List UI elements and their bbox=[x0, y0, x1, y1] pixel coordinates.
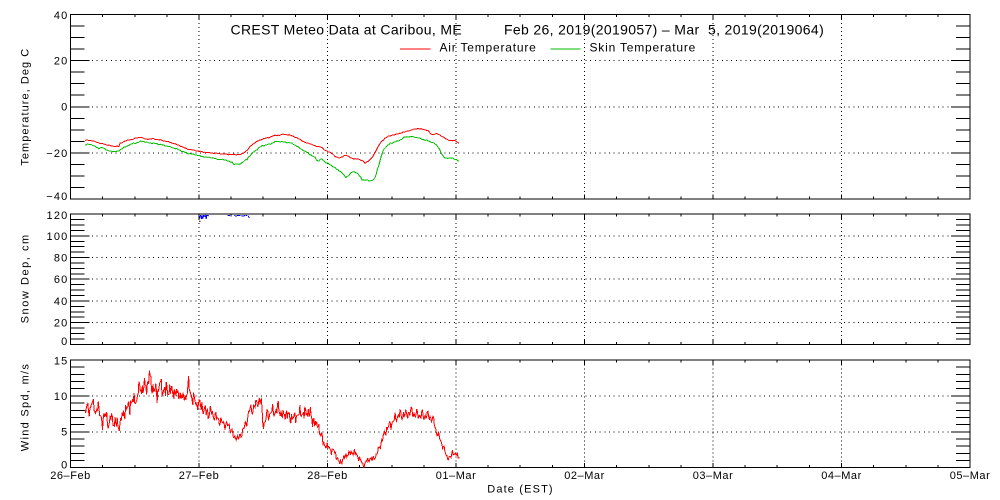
svg-text:40: 40 bbox=[54, 296, 69, 308]
svg-text:0: 0 bbox=[61, 459, 68, 471]
svg-text:Air Temperature: Air Temperature bbox=[440, 40, 537, 54]
svg-text:27–Feb: 27–Feb bbox=[179, 470, 220, 482]
svg-text:28–Feb: 28–Feb bbox=[307, 470, 348, 482]
svg-text:15: 15 bbox=[54, 356, 69, 368]
svg-text:Snow Dep, cm: Snow Dep, cm bbox=[20, 233, 32, 323]
svg-text:Temperature, Deg C: Temperature, Deg C bbox=[20, 48, 32, 166]
svg-text:80: 80 bbox=[54, 253, 69, 265]
svg-text:20: 20 bbox=[54, 318, 69, 330]
svg-text:10: 10 bbox=[54, 391, 69, 403]
svg-text:60: 60 bbox=[54, 274, 69, 286]
svg-text:03–Mar: 03–Mar bbox=[693, 470, 734, 482]
svg-text:20: 20 bbox=[54, 56, 69, 68]
svg-text:05–Mar: 05–Mar bbox=[950, 470, 991, 482]
svg-text:120: 120 bbox=[47, 210, 69, 222]
svg-text:CREST Meteo Data at Caribou, M: CREST Meteo Data at Caribou, ME bbox=[231, 22, 463, 38]
svg-text:02–Mar: 02–Mar bbox=[564, 470, 605, 482]
svg-text:100: 100 bbox=[47, 231, 69, 243]
svg-text:−40: −40 bbox=[46, 191, 68, 203]
svg-text:04–Mar: 04–Mar bbox=[821, 470, 862, 482]
svg-text:0: 0 bbox=[61, 102, 68, 114]
svg-text:Skin Temperature: Skin Temperature bbox=[590, 40, 697, 54]
svg-text:Wind Spd, m/s: Wind Spd, m/s bbox=[20, 363, 32, 451]
svg-text:Date (EST): Date (EST) bbox=[487, 484, 554, 496]
svg-text:0: 0 bbox=[61, 336, 68, 348]
svg-text:40: 40 bbox=[54, 10, 69, 22]
svg-text:−20: −20 bbox=[46, 148, 68, 160]
svg-text:01–Mar: 01–Mar bbox=[436, 470, 477, 482]
svg-text:5: 5 bbox=[61, 427, 68, 439]
svg-text:Feb 26, 2019(2019057) – Mar 5: Feb 26, 2019(2019057) – Mar 5, 2019(2019… bbox=[504, 22, 824, 38]
svg-text:26–Feb: 26–Feb bbox=[50, 470, 91, 482]
